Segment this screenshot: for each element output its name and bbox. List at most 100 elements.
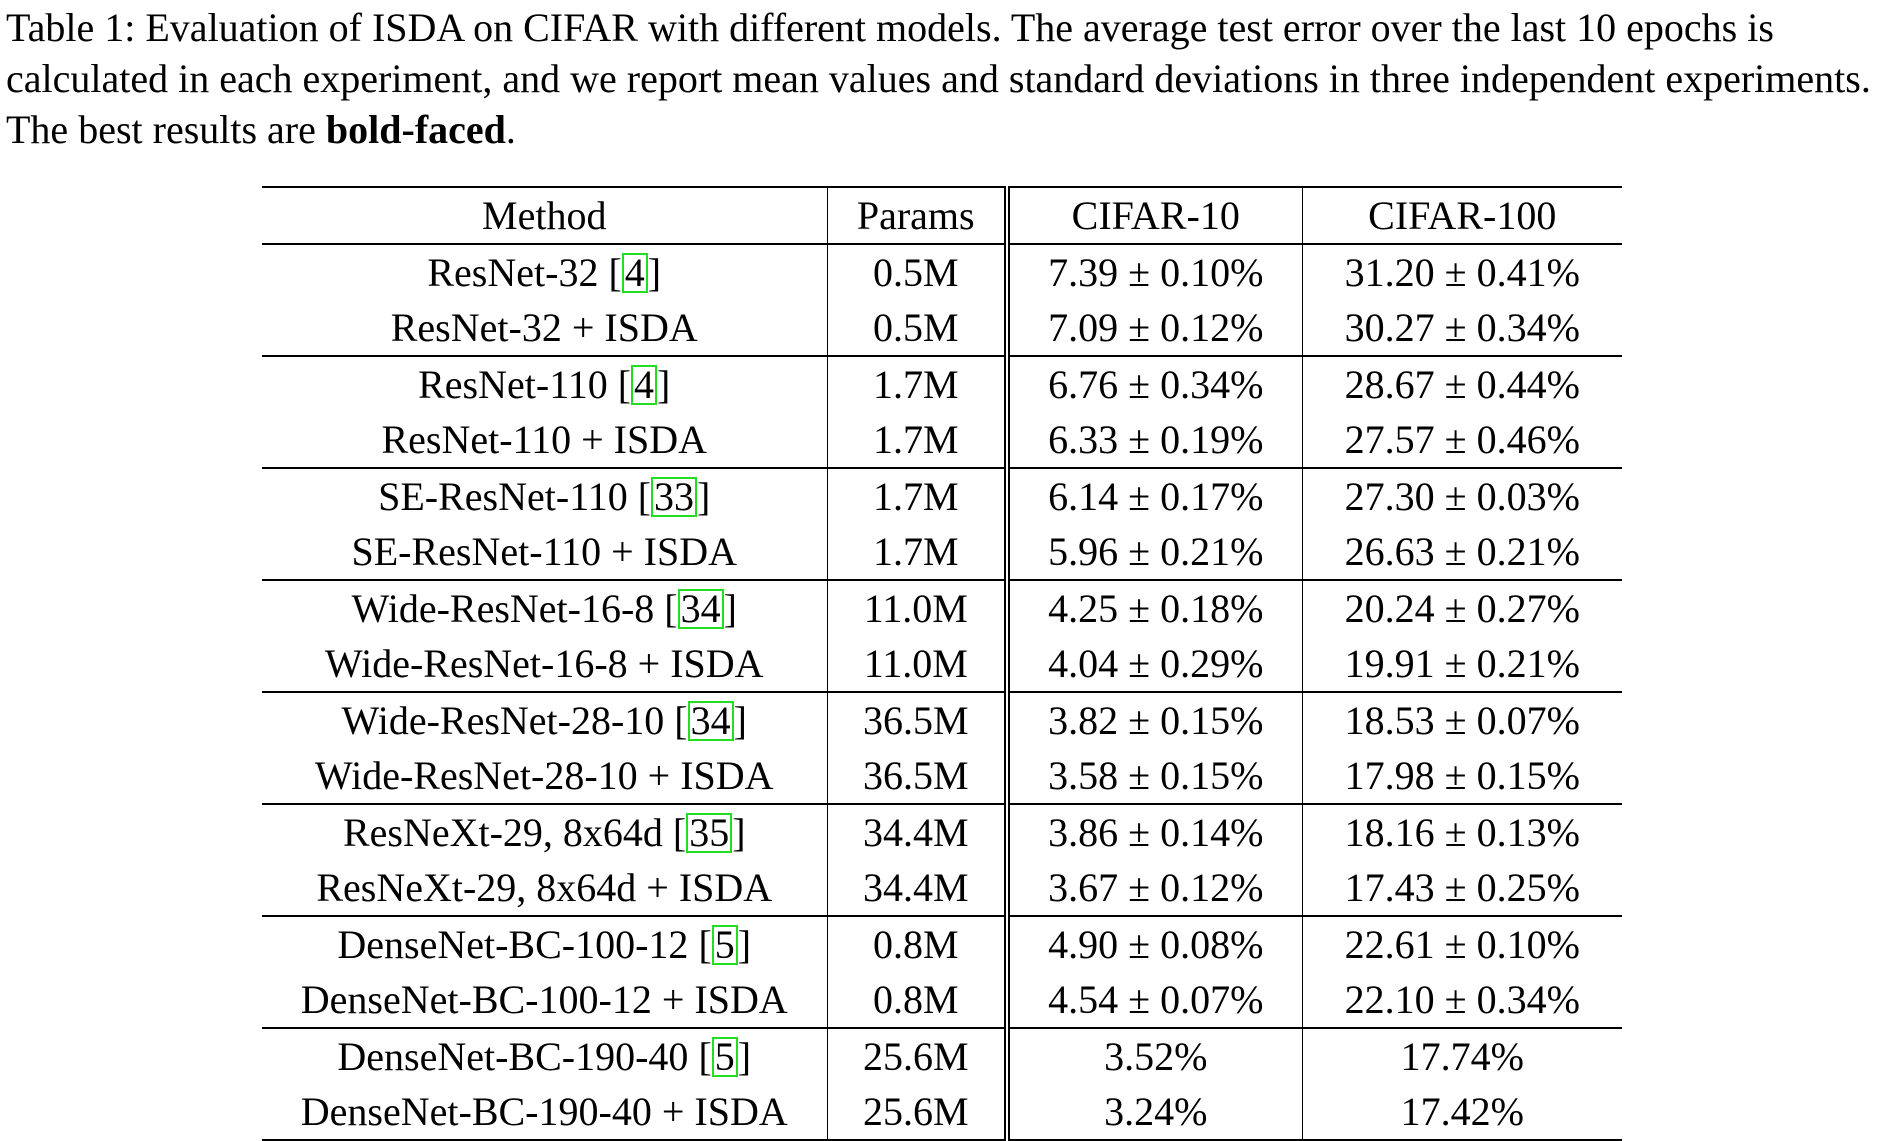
results-table: Method Params CIFAR-10 CIFAR-100 ResNet-… xyxy=(262,186,1622,1141)
method-name: Wide-ResNet-28-10 xyxy=(341,698,665,743)
cifar10-cell: 4.54 ± 0.07% xyxy=(1007,972,1303,1028)
cifar10-cell: 3.58 ± 0.15% xyxy=(1007,748,1303,804)
header-row: Method Params CIFAR-10 CIFAR-100 xyxy=(262,187,1622,244)
table-row-baseline: SE-ResNet-110 [33] 1.7M 6.14 ± 0.17% 27.30 … xyxy=(262,468,1622,524)
method-name: Wide-ResNet-16-8 xyxy=(351,586,655,631)
model-group: Wide-ResNet-28-10 [34] 36.5M 3.82 ± 0.15% 1… xyxy=(262,692,1622,804)
params-cell: 0.5M xyxy=(827,244,1010,300)
method-name: ResNet-32 xyxy=(427,250,599,295)
header-method: Method xyxy=(262,187,828,244)
params-cell: 36.5M xyxy=(827,748,1010,804)
model-group: SE-ResNet-110 [33] 1.7M 6.14 ± 0.17% 27.30 … xyxy=(262,468,1622,580)
method-name: DenseNet-BC-100-12 xyxy=(337,922,689,967)
cifar100-cell: 22.10 ± 0.34% xyxy=(1344,977,1580,1022)
cifar10-cell: 6.76 ± 0.34% xyxy=(1007,356,1303,412)
model-group: ResNeXt-29, 8x64d [35] 34.4M 3.86 ± 0.14% 1… xyxy=(262,804,1622,916)
method-name: DenseNet-BC-190-40 + ISDA xyxy=(300,1089,788,1134)
header-cifar10: CIFAR-10 xyxy=(1007,187,1303,244)
method-name: ResNeXt-29, 8x64d + ISDA xyxy=(316,865,773,910)
cifar100-cell: 30.27 ± 0.34% xyxy=(1344,305,1580,350)
citation-link[interactable]: 34 xyxy=(677,589,724,629)
table-row-baseline: ResNet-110 [4] 1.7M 6.76 ± 0.34% 28.67 ± 0.… xyxy=(262,356,1622,412)
model-group: DenseNet-BC-100-12 [5] 0.8M 4.90 ± 0.08% 22… xyxy=(262,916,1622,1028)
method-cell: DenseNet-BC-190-40 [5] xyxy=(262,1028,828,1084)
method-cell: SE-ResNet-110 + ISDA xyxy=(262,524,828,580)
params-cell: 1.7M xyxy=(827,356,1010,412)
cifar10-cell: 4.25 ± 0.18% xyxy=(1007,580,1303,636)
method-cell: DenseNet-BC-100-12 [5] xyxy=(262,916,828,972)
method-name: Wide-ResNet-28-10 + ISDA xyxy=(314,753,774,798)
table-row-isda: ResNeXt-29, 8x64d + ISDA 34.4M 3.67 ± 0.12… xyxy=(262,860,1622,916)
table-row-isda: Wide-ResNet-16-8 + ISDA 11.0M 4.04 ± 0.29%… xyxy=(262,636,1622,692)
cifar100-cell: 19.91 ± 0.21% xyxy=(1344,641,1580,686)
method-cell: Wide-ResNet-28-10 + ISDA xyxy=(262,748,828,804)
cifar10-cell: 5.96 ± 0.21% xyxy=(1007,524,1303,580)
cifar100-cell: 27.30 ± 0.03% xyxy=(1344,474,1580,519)
cifar10-cell: 3.82 ± 0.15% xyxy=(1007,692,1303,748)
cifar10-cell: 7.39 ± 0.10% xyxy=(1007,244,1303,300)
model-group: DenseNet-BC-190-40 [5] 25.6M 3.52% 17.74% De… xyxy=(262,1028,1622,1140)
method-cell: ResNet-110 [4] xyxy=(262,356,828,412)
table-row-baseline: ResNet-32 [4] 0.5M 7.39 ± 0.10% 31.20 ± 0.4… xyxy=(262,244,1622,300)
params-cell: 25.6M xyxy=(827,1084,1010,1140)
method-cell: DenseNet-BC-190-40 + ISDA xyxy=(262,1084,828,1140)
params-cell: 1.7M xyxy=(827,412,1010,468)
header-cifar100: CIFAR-100 xyxy=(1368,193,1557,238)
citation-link[interactable]: 34 xyxy=(687,701,734,741)
method-name: ResNet-110 xyxy=(418,362,608,407)
cifar100-cell: 17.42% xyxy=(1400,1089,1524,1134)
header-params: Params xyxy=(827,187,1010,244)
method-cell: ResNeXt-29, 8x64d + ISDA xyxy=(262,860,828,916)
method-name: SE-ResNet-110 xyxy=(378,474,628,519)
table-caption: Table 1: Evaluation of ISDA on CIFAR wit… xyxy=(6,2,1876,155)
method-name: ResNet-110 + ISDA xyxy=(381,417,708,462)
params-cell: 34.4M xyxy=(827,860,1010,916)
cifar10-cell: 6.14 ± 0.17% xyxy=(1007,468,1303,524)
table-row-isda: ResNet-32 + ISDA 0.5M 7.09 ± 0.12% 30.27 ± … xyxy=(262,300,1622,356)
method-cell: Wide-ResNet-28-10 [34] xyxy=(262,692,828,748)
citation-link[interactable]: 5 xyxy=(711,925,738,965)
model-group: ResNet-32 [4] 0.5M 7.39 ± 0.10% 31.20 ± 0.4… xyxy=(262,244,1622,356)
method-name: DenseNet-BC-190-40 xyxy=(337,1034,689,1079)
cifar100-cell: 28.67 ± 0.44% xyxy=(1344,362,1580,407)
model-group: Wide-ResNet-16-8 [34] 11.0M 4.25 ± 0.18% 20… xyxy=(262,580,1622,692)
table-row-baseline: Wide-ResNet-16-8 [34] 11.0M 4.25 ± 0.18% 20… xyxy=(262,580,1622,636)
table-row-isda: Wide-ResNet-28-10 + ISDA 36.5M 3.58 ± 0.15… xyxy=(262,748,1622,804)
table-row-isda: DenseNet-BC-190-40 + ISDA 25.6M 3.24% 17.42… xyxy=(262,1084,1622,1140)
cifar10-cell: 3.24% xyxy=(1007,1084,1303,1140)
method-cell: ResNeXt-29, 8x64d [35] xyxy=(262,804,828,860)
caption-text: Table 1: Evaluation of ISDA on CIFAR wit… xyxy=(6,5,1871,152)
table-row-baseline: ResNeXt-29, 8x64d [35] 34.4M 3.86 ± 0.14% 1… xyxy=(262,804,1622,860)
citation-link[interactable]: 33 xyxy=(651,477,698,517)
method-name: DenseNet-BC-100-12 + ISDA xyxy=(300,977,788,1022)
method-name: ResNeXt-29, 8x64d xyxy=(342,810,663,855)
table-row-baseline: DenseNet-BC-190-40 [5] 25.6M 3.52% 17.74% xyxy=(262,1028,1622,1084)
params-cell: 11.0M xyxy=(827,636,1010,692)
citation-link[interactable]: 4 xyxy=(621,253,648,293)
citation-link[interactable]: 35 xyxy=(686,813,733,853)
method-name: ResNet-32 + ISDA xyxy=(390,305,698,350)
params-cell: 0.5M xyxy=(827,300,1010,356)
params-cell: 11.0M xyxy=(827,580,1010,636)
citation-link[interactable]: 4 xyxy=(631,365,658,405)
cifar10-cell: 7.09 ± 0.12% xyxy=(1007,300,1303,356)
method-cell: ResNet-110 + ISDA xyxy=(262,412,828,468)
cifar10-cell: 4.90 ± 0.08% xyxy=(1007,916,1303,972)
cifar10-cell: 4.04 ± 0.29% xyxy=(1007,636,1303,692)
table-row-isda: SE-ResNet-110 + ISDA 1.7M 5.96 ± 0.21% 26.6… xyxy=(262,524,1622,580)
table-row-baseline: DenseNet-BC-100-12 [5] 0.8M 4.90 ± 0.08% 22… xyxy=(262,916,1622,972)
citation-link[interactable]: 5 xyxy=(711,1037,738,1077)
method-name: SE-ResNet-110 + ISDA xyxy=(351,529,738,574)
params-cell: 0.8M xyxy=(827,972,1010,1028)
cifar100-cell: 18.53 ± 0.07% xyxy=(1344,698,1580,743)
cifar100-cell: 31.20 ± 0.41% xyxy=(1344,250,1580,295)
params-cell: 0.8M xyxy=(827,916,1010,972)
cifar100-cell: 27.57 ± 0.46% xyxy=(1344,417,1580,462)
method-cell: ResNet-32 [4] xyxy=(262,244,828,300)
method-cell: SE-ResNet-110 [33] xyxy=(262,468,828,524)
cifar100-cell: 22.61 ± 0.10% xyxy=(1344,922,1580,967)
method-name: Wide-ResNet-16-8 + ISDA xyxy=(324,641,764,686)
cifar10-cell: 6.33 ± 0.19% xyxy=(1007,412,1303,468)
cifar100-cell: 17.98 ± 0.15% xyxy=(1344,753,1580,798)
params-cell: 1.7M xyxy=(827,524,1010,580)
